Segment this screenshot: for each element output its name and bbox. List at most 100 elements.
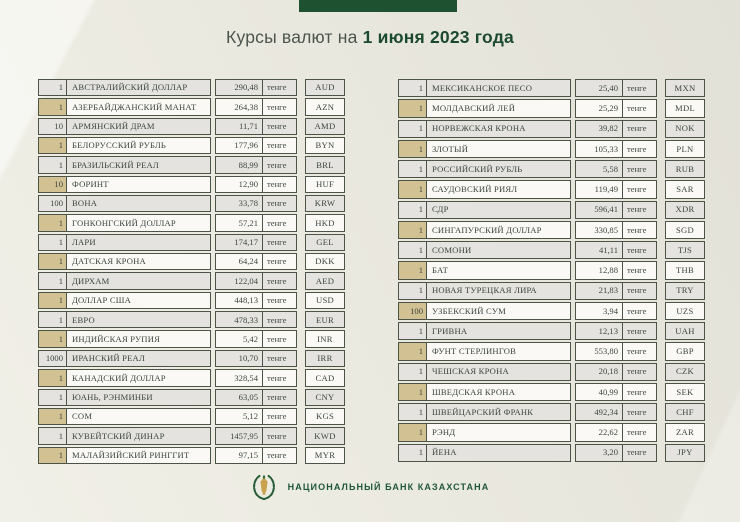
currency-name-cell: КАНАДСКИЙ ДОЛЛАР — [67, 369, 211, 387]
currency-code-cell: TJS — [665, 241, 705, 260]
rate-value-cell: 10,70 — [215, 349, 263, 368]
unit-cell: тенге — [623, 382, 657, 401]
table-row: 1 БРАЗИЛЬСКИЙ РЕАЛ 88,99 тенге BRL — [38, 156, 345, 174]
currency-name-cell: НОРВЕЖСКАЯ КРОНА — [427, 119, 571, 138]
currency-code-cell: MXN — [665, 79, 705, 98]
currency-code-cell: SAR — [665, 180, 705, 199]
table-row: 1 АВСТРАЛИЙСКИЙ ДОЛЛАР 290,48 тенге AUD — [38, 79, 345, 97]
rate-value-cell: 122,04 — [215, 272, 263, 290]
unit-cell: тенге — [263, 427, 297, 445]
currency-code-cell: USD — [305, 291, 345, 310]
rate-value-cell: 39,82 — [575, 119, 623, 138]
table-row: 1 КАНАДСКИЙ ДОЛЛАР 328,54 тенге CAD — [38, 369, 345, 387]
unit-cell: тенге — [623, 342, 657, 361]
rate-value-cell: 330,85 — [575, 220, 623, 239]
currency-name-cell: СИНГАПУРСКИЙ ДОЛЛАР — [427, 220, 571, 239]
quantity-cell: 10 — [38, 175, 67, 194]
rate-value-cell: 12,13 — [575, 322, 623, 341]
quantity-cell: 1 — [38, 214, 67, 232]
currency-name-cell: СОМ — [67, 407, 211, 426]
table-row: 1 МОЛДАВСКИЙ ЛЕЙ 25,29 тенге MDL — [398, 99, 705, 118]
currency-code-cell: AED — [305, 272, 345, 290]
currency-code-cell: CNY — [305, 388, 345, 406]
rate-value-cell: 290,48 — [215, 79, 263, 97]
table-row: 1 НОРВЕЖСКАЯ КРОНА 39,82 тенге NOK — [398, 119, 705, 138]
quantity-cell: 100 — [38, 195, 67, 213]
unit-cell: тенге — [623, 160, 657, 179]
quantity-cell: 1 — [38, 98, 67, 116]
currency-code-cell: UZS — [665, 301, 705, 320]
unit-cell: тенге — [623, 301, 657, 320]
currency-name-cell: СДР — [427, 200, 571, 219]
currency-code-cell: HKD — [305, 214, 345, 232]
currency-name-cell: ГРИВНА — [427, 322, 571, 341]
quantity-cell: 1 — [38, 311, 67, 329]
table-row: 1 ЗЛОТЫЙ 105,33 тенге PLN — [398, 139, 705, 158]
quantity-cell: 1 — [398, 79, 427, 98]
unit-cell: тенге — [263, 446, 297, 464]
currency-name-cell: ШВЕДСКАЯ КРОНА — [427, 382, 571, 401]
rate-value-cell: 64,24 — [215, 253, 263, 271]
currency-name-cell: ЧЕШСКАЯ КРОНА — [427, 362, 571, 381]
table-row: 100 УЗБЕКСКИЙ СУМ 3,94 тенге UZS — [398, 301, 705, 320]
rate-value-cell: 3,20 — [575, 443, 623, 462]
currency-code-cell: AZN — [305, 98, 345, 116]
rate-value-cell: 174,17 — [215, 233, 263, 252]
quantity-cell: 1 — [398, 200, 427, 219]
quantity-cell: 1 — [38, 156, 67, 174]
unit-cell: тенге — [623, 443, 657, 462]
quantity-cell: 1 — [398, 443, 427, 462]
currency-name-cell: РОССИЙСКИЙ РУБЛЬ — [427, 160, 571, 179]
table-row: 10 АРМЯНСКИЙ ДРАМ 11,71 тенге AMD — [38, 117, 345, 136]
rate-value-cell: 12,90 — [215, 175, 263, 194]
quantity-cell: 1 — [398, 322, 427, 341]
table-row: 10 ФОРИНТ 12,90 тенге HUF — [38, 175, 345, 194]
quantity-cell: 1 — [398, 180, 427, 199]
unit-cell: тенге — [623, 403, 657, 422]
currency-code-cell: IRR — [305, 349, 345, 368]
currency-name-cell: РЭНД — [427, 423, 571, 442]
quantity-cell: 1 — [38, 330, 67, 348]
rate-value-cell: 492,34 — [575, 403, 623, 422]
currency-code-cell: GBP — [665, 342, 705, 361]
currency-code-cell: AUD — [305, 79, 345, 97]
currency-table-right: 1 МЕКСИКАНСКОЕ ПЕСО 25,40 тенге MXN 1 МО… — [398, 79, 705, 462]
quantity-cell: 1 — [398, 403, 427, 422]
table-row: 1 НОВАЯ ТУРЕЦКАЯ ЛИРА 21,83 тенге TRY — [398, 281, 705, 300]
currency-code-cell: SGD — [665, 220, 705, 239]
currency-name-cell: АВСТРАЛИЙСКИЙ ДОЛЛАР — [67, 79, 211, 97]
unit-cell: тенге — [263, 233, 297, 252]
currency-code-cell: ZAR — [665, 423, 705, 442]
quantity-cell: 1 — [38, 407, 67, 426]
table-row: 1 СОМОНИ 41,11 тенге TJS — [398, 241, 705, 260]
unit-cell: тенге — [623, 200, 657, 219]
currency-code-cell: CZK — [665, 362, 705, 381]
unit-cell: тенге — [263, 195, 297, 213]
unit-cell: тенге — [623, 362, 657, 381]
national-bank-emblem-icon — [252, 474, 275, 501]
table-row: 1 БЕЛОРУССКИЙ РУБЛЬ 177,96 тенге BYN — [38, 137, 345, 155]
currency-code-cell: EUR — [305, 311, 345, 329]
table-row: 1 СДР 596,41 тенге XDR — [398, 200, 705, 219]
currency-name-cell: ЙЕНА — [427, 443, 571, 462]
quantity-cell: 1 — [398, 342, 427, 361]
table-row: 1 ДАТСКАЯ КРОНА 64,24 тенге DKK — [38, 253, 345, 271]
unit-cell: тенге — [623, 241, 657, 260]
table-row: 1 ЙЕНА 3,20 тенге JPY — [398, 443, 705, 462]
unit-cell: тенге — [263, 311, 297, 329]
unit-cell: тенге — [263, 117, 297, 136]
table-row: 1 САУДОВСКИЙ РИЯЛ 119,49 тенге SAR — [398, 180, 705, 199]
rate-value-cell: 11,71 — [215, 117, 263, 136]
unit-cell: тенге — [623, 99, 657, 118]
unit-cell: тенге — [623, 220, 657, 239]
currency-name-cell: ЮАНЬ, РЭНМИНБИ — [67, 388, 211, 406]
rate-value-cell: 88,99 — [215, 156, 263, 174]
quantity-cell: 1 — [38, 291, 67, 310]
quantity-cell: 1 — [398, 160, 427, 179]
rate-value-cell: 5,58 — [575, 160, 623, 179]
currency-name-cell: ДИРХАМ — [67, 272, 211, 290]
quantity-cell: 1 — [38, 233, 67, 252]
currency-code-cell: JPY — [665, 443, 705, 462]
quantity-cell: 1 — [398, 139, 427, 158]
